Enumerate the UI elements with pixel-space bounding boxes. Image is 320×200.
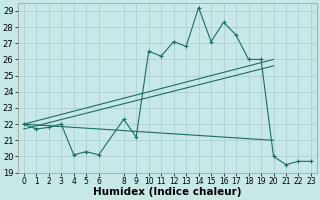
X-axis label: Humidex (Indice chaleur): Humidex (Indice chaleur) — [93, 187, 242, 197]
